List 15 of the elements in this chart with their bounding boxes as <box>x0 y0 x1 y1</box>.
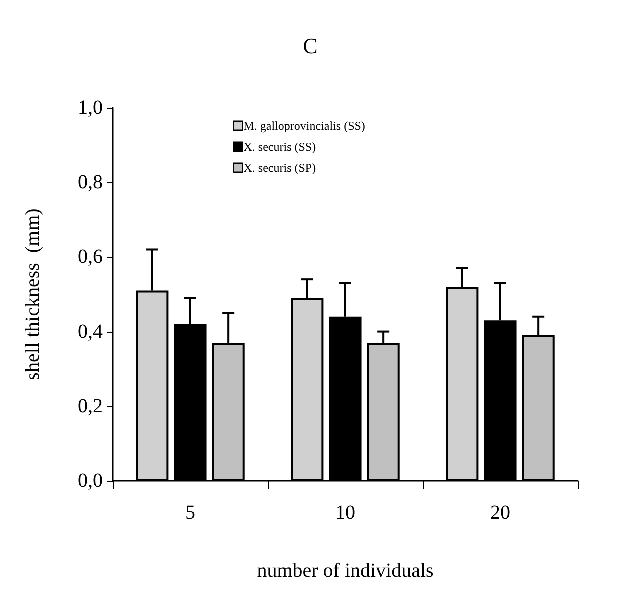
legend-label: X. securis (SP) <box>244 161 316 175</box>
y-axis-title: shell thickness (mm) <box>22 208 44 380</box>
y-tick-label: 1,0 <box>78 97 103 119</box>
x-tick-label: 5 <box>186 502 196 524</box>
y-tick-label: 0,2 <box>78 395 103 418</box>
legend-label: M. galloprovincialis (SS) <box>244 119 366 133</box>
y-tick-label: 0,0 <box>78 470 103 492</box>
y-tick-label: 0,8 <box>78 172 103 194</box>
y-tick-label: 0,6 <box>78 246 103 268</box>
x-axis-title: number of individuals <box>257 560 434 582</box>
x-tick-label: 20 <box>490 502 510 524</box>
y-tick-label: 0,4 <box>78 320 103 343</box>
legend-label: X. securis (SS) <box>244 140 316 154</box>
chart-title: C <box>303 34 318 58</box>
x-tick-label: 10 <box>336 502 356 524</box>
